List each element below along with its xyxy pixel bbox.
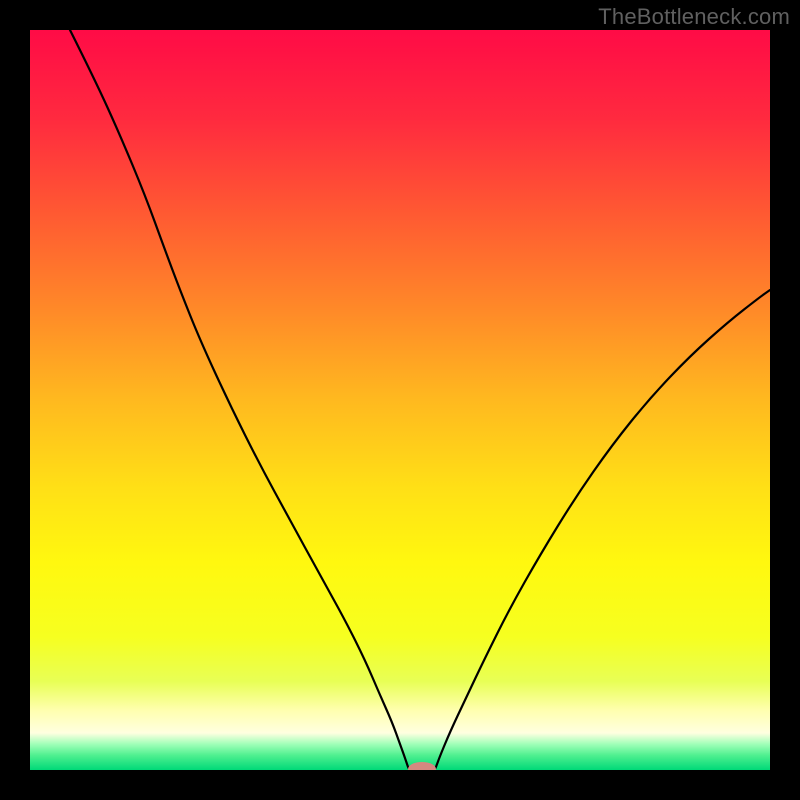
border-left xyxy=(0,0,30,800)
border-right xyxy=(770,0,800,800)
bottleneck-chart xyxy=(0,0,800,800)
attribution-text: TheBottleneck.com xyxy=(598,4,790,30)
border-bottom xyxy=(0,770,800,800)
plot-background xyxy=(30,30,770,770)
